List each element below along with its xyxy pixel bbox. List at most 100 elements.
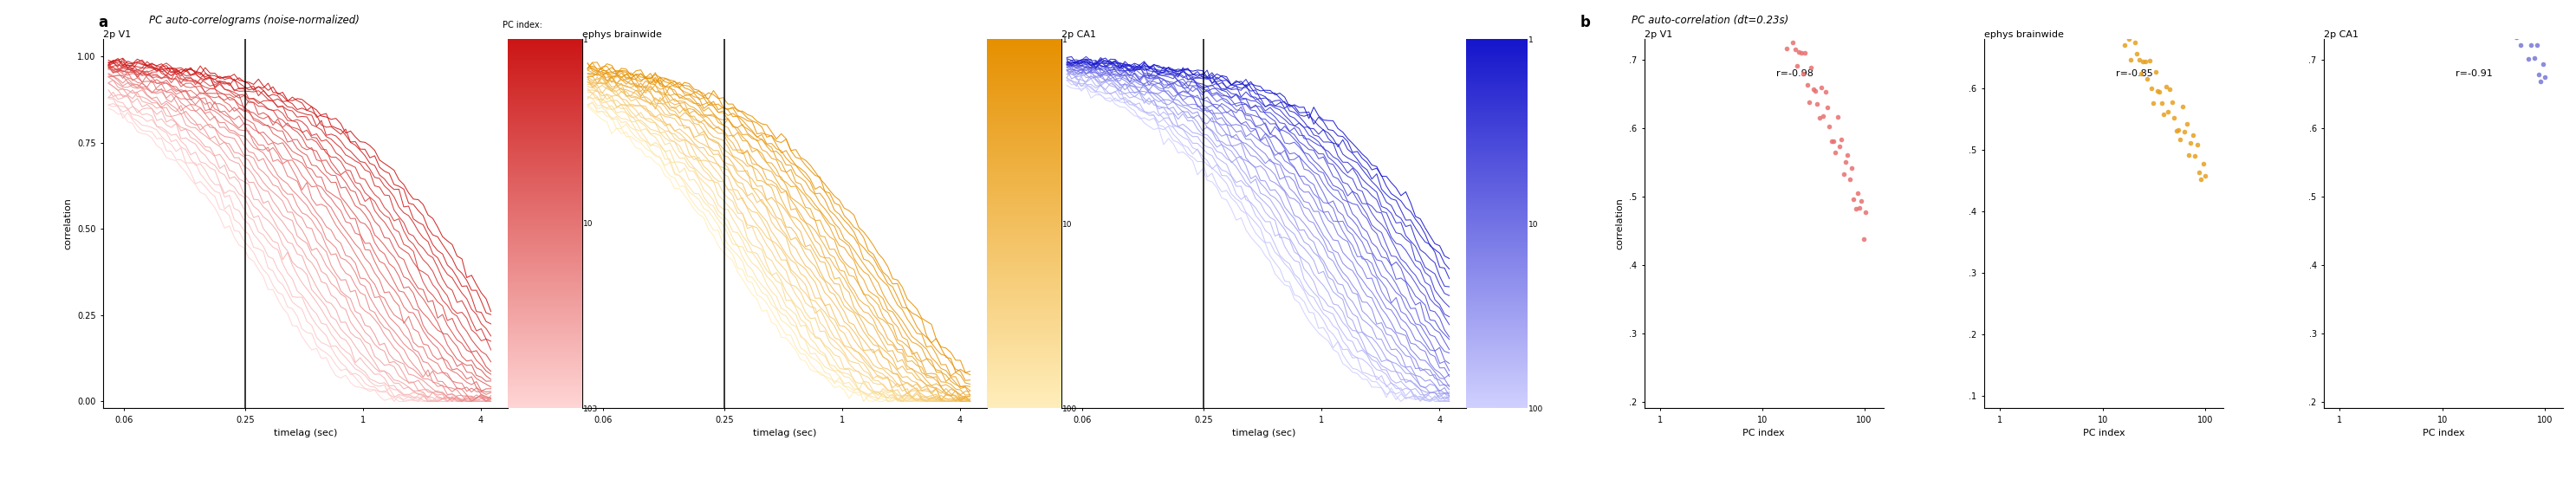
Point	[1793, 86, 1834, 93]
Point	[2499, 32, 2540, 40]
Point	[2473, 14, 2514, 22]
Point	[1749, 0, 1790, 5]
Point	[2159, 135, 2200, 143]
Point	[2133, 99, 2174, 107]
Point	[1767, 44, 1808, 52]
Point	[2506, 22, 2548, 30]
X-axis label: PC index: PC index	[2421, 429, 2465, 438]
Point	[1842, 197, 1883, 205]
Point	[2509, 55, 2550, 63]
Point	[2120, 70, 2161, 78]
Point	[1777, 62, 1819, 69]
Point	[2478, 0, 2519, 6]
Point	[1803, 112, 1844, 120]
Point	[2481, 9, 2522, 17]
Point	[1824, 170, 1865, 178]
Point	[1759, 0, 1801, 8]
Point	[2164, 127, 2205, 135]
Point	[2166, 120, 2208, 128]
Text: 2p V1: 2p V1	[1643, 30, 1672, 39]
Point	[2156, 126, 2197, 134]
Point	[2138, 87, 2179, 95]
Point	[2179, 168, 2221, 176]
Point	[2117, 50, 2159, 58]
Point	[1808, 123, 1850, 130]
Point	[2154, 114, 2195, 122]
Text: 2p CA1: 2p CA1	[2324, 30, 2360, 39]
Point	[1772, 38, 1814, 46]
Point	[2105, 41, 2146, 49]
Point	[2519, 71, 2561, 79]
Text: a: a	[98, 15, 108, 31]
Text: PC auto-correlation (dt=0.23s): PC auto-correlation (dt=0.23s)	[1631, 15, 1788, 26]
Point	[1832, 164, 1873, 172]
Point	[2094, 11, 2136, 19]
Point	[1765, 20, 1806, 28]
Text: r=-0.98: r=-0.98	[1775, 69, 1814, 78]
Point	[2130, 85, 2172, 92]
Text: PC auto-correlograms (noise-normalized): PC auto-correlograms (noise-normalized)	[149, 15, 361, 26]
Point	[2476, 0, 2517, 6]
Y-axis label: correlation: correlation	[64, 198, 72, 250]
Text: ephys brainwide: ephys brainwide	[1984, 30, 2063, 39]
Point	[2483, 22, 2524, 30]
Text: r=-0.85: r=-0.85	[2115, 69, 2154, 78]
X-axis label: timelag (sec): timelag (sec)	[273, 429, 337, 438]
Point	[2517, 41, 2558, 49]
Point	[2501, 4, 2543, 12]
Point	[1783, 69, 1824, 77]
Point	[2514, 54, 2555, 62]
Point	[2112, 29, 2154, 36]
Point	[1747, 4, 1788, 12]
Point	[2504, 31, 2545, 39]
Point	[1790, 63, 1832, 71]
Point	[2174, 152, 2215, 160]
Point	[1741, 1, 1783, 9]
Point	[1788, 98, 1829, 106]
Point	[1816, 113, 1857, 121]
Point	[2117, 56, 2159, 64]
Point	[1759, 27, 1801, 34]
Point	[1798, 114, 1839, 122]
Point	[2099, 10, 2141, 18]
X-axis label: timelag (sec): timelag (sec)	[752, 429, 817, 438]
Point	[2169, 139, 2210, 147]
Point	[2148, 85, 2190, 93]
Point	[2063, 2, 2105, 10]
Text: 2p CA1: 2p CA1	[1061, 30, 1097, 39]
Point	[1806, 104, 1847, 112]
Point	[2519, 78, 2561, 86]
Point	[2491, 4, 2532, 12]
Point	[2499, 41, 2540, 49]
Point	[2125, 58, 2166, 65]
Point	[2172, 131, 2213, 139]
Point	[2105, 27, 2146, 34]
Text: b: b	[1579, 15, 1589, 31]
Point	[2148, 108, 2190, 116]
Point	[1811, 137, 1852, 145]
Point	[2184, 172, 2226, 180]
Point	[1824, 158, 1865, 166]
Text: PC index:: PC index:	[502, 21, 544, 30]
Point	[2143, 111, 2184, 119]
Y-axis label: correlation: correlation	[1615, 198, 1625, 250]
Point	[1762, 11, 1803, 19]
Point	[2089, 22, 2130, 30]
Text: ephys brainwide: ephys brainwide	[582, 30, 662, 39]
Point	[2177, 141, 2218, 149]
Point	[1821, 135, 1862, 143]
Point	[2159, 126, 2200, 134]
Point	[1777, 49, 1819, 57]
Point	[1788, 81, 1829, 89]
X-axis label: PC index: PC index	[2081, 429, 2125, 438]
Point	[2102, 18, 2143, 26]
Text: 2p V1: 2p V1	[103, 30, 131, 39]
Point	[1785, 49, 1826, 57]
Point	[1826, 151, 1868, 159]
Point	[1844, 208, 1886, 216]
Point	[1795, 100, 1837, 108]
Point	[2494, 21, 2535, 29]
Point	[2115, 38, 2156, 46]
Point	[2043, 0, 2084, 1]
Point	[2512, 32, 2553, 40]
